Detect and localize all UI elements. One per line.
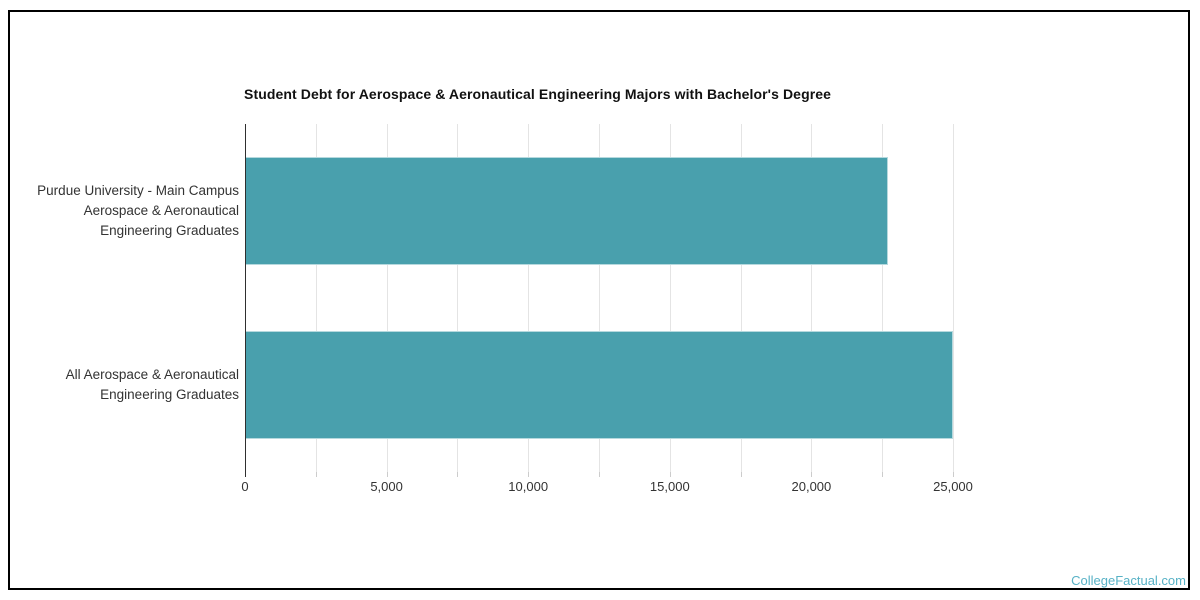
y-category-label-line: Purdue University - Main Campus: [37, 183, 239, 198]
y-category-label-line: All Aerospace & Aeronautical: [65, 367, 239, 382]
y-category-label-0: Purdue University - Main Campus Aerospace…: [4, 181, 239, 241]
watermark-link[interactable]: CollegeFactual.com: [1071, 573, 1186, 588]
tick-mark: [315, 472, 317, 477]
x-tick-label: 0: [241, 479, 249, 494]
plot-area: [245, 124, 954, 477]
bar-1[interactable]: [245, 331, 953, 439]
gridline: [315, 124, 317, 472]
y-category-label-line: Aerospace & Aeronautical: [83, 203, 239, 218]
tick-mark: [457, 472, 459, 477]
y-category-label-1: All Aerospace & Aeronautical Engineering …: [4, 365, 239, 405]
x-tick-label: 25,000: [933, 479, 973, 494]
gridline: [528, 124, 530, 472]
tick-mark: [740, 472, 742, 477]
x-tick-label: 15,000: [649, 479, 690, 494]
gridline: [740, 124, 742, 472]
gridline: [882, 124, 884, 472]
x-tick-label: 20,000: [791, 479, 832, 494]
tick-mark: [953, 472, 954, 477]
tick-mark: [386, 472, 388, 477]
y-axis-line: [245, 124, 246, 477]
gridline: [386, 124, 388, 472]
bar-0[interactable]: [245, 157, 888, 265]
chart-title: Student Debt for Aerospace & Aeronautica…: [244, 86, 832, 102]
tick-mark: [811, 472, 813, 477]
gridline: [811, 124, 813, 472]
gridline: [457, 124, 459, 472]
x-tick-label: 10,000: [508, 479, 549, 494]
gridline: [953, 124, 954, 472]
tick-mark: [599, 472, 600, 477]
gridline: [599, 124, 600, 472]
y-category-label-line: Engineering Graduates: [100, 223, 239, 238]
tick-mark: [882, 472, 884, 477]
y-category-label-line: Engineering Graduates: [100, 387, 239, 402]
gridline: [669, 124, 671, 472]
tick-mark: [528, 472, 530, 477]
x-tick-label: 5,000: [370, 479, 403, 494]
tick-mark: [669, 472, 671, 477]
